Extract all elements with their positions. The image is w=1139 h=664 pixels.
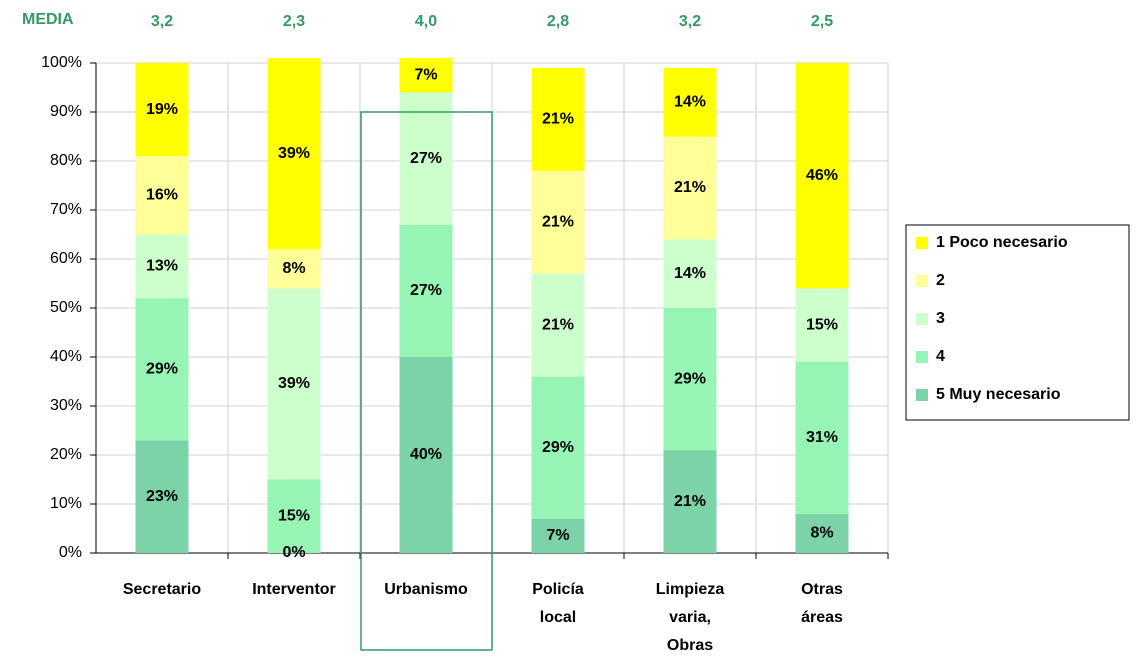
data-label: 21% (674, 179, 706, 196)
data-label: 13% (146, 258, 178, 275)
legend-swatch (916, 351, 928, 363)
bar-segment (399, 224, 453, 357)
legend-label: 1 Poco necesario (936, 234, 1068, 251)
data-label: 29% (146, 360, 178, 377)
bar-segment (531, 67, 585, 171)
bar-segment (135, 440, 189, 553)
bar-segment (399, 357, 453, 553)
legend-label: 4 (936, 348, 945, 365)
data-label: 7% (546, 527, 569, 544)
data-label: 31% (806, 429, 838, 446)
bar-segment (663, 136, 717, 240)
bar-segment (531, 518, 585, 553)
data-label: 27% (410, 150, 442, 167)
media-value: 4,0 (415, 13, 437, 30)
x-tick-label: Policía local (532, 581, 584, 626)
data-label: 0% (282, 544, 305, 561)
data-label: 15% (278, 507, 310, 524)
bar-segment (135, 234, 189, 299)
data-label: 29% (674, 370, 706, 387)
y-tick-label: 90% (50, 103, 82, 120)
x-tick-label: Interventor (252, 581, 336, 598)
legend-swatch (916, 275, 928, 287)
y-tick-label: 80% (50, 152, 82, 169)
bar-segment (135, 63, 189, 157)
x-tick-label: Secretario (123, 581, 201, 598)
bar-segment (795, 361, 849, 514)
data-label: 21% (542, 213, 574, 230)
bar-segment (267, 249, 321, 289)
y-tick-label: 20% (50, 446, 82, 463)
y-tick-label: 100% (41, 54, 82, 71)
bar-segment (795, 63, 849, 289)
bar-segment (399, 92, 453, 225)
data-label: 8% (282, 260, 305, 277)
data-label: 39% (278, 145, 310, 162)
media-value: 2,8 (547, 13, 569, 30)
legend-label: 5 Muy necesario (936, 386, 1061, 403)
data-label: 16% (146, 187, 178, 204)
y-tick-label: 30% (50, 397, 82, 414)
y-tick-label: 10% (50, 495, 82, 512)
legend-swatch (916, 389, 928, 401)
bar-segment (267, 288, 321, 480)
data-label: 14% (674, 93, 706, 110)
data-label: 46% (806, 167, 838, 184)
legend-box (905, 224, 1130, 421)
bar-segment (135, 156, 189, 235)
data-label: 29% (542, 439, 574, 456)
data-label: 8% (810, 525, 833, 542)
y-tick-label: 40% (50, 348, 82, 365)
x-tick-label: Otras áreas (801, 581, 843, 626)
bar-segment (135, 298, 189, 441)
legend-label: 2 (936, 272, 945, 289)
y-tick-label: 0% (59, 544, 82, 561)
data-label: 23% (146, 488, 178, 505)
x-tick-label: Urbanismo (384, 581, 468, 598)
data-label: 14% (674, 265, 706, 282)
bar-segment (663, 67, 717, 137)
data-label: 21% (542, 111, 574, 128)
bar-segment (267, 479, 321, 553)
data-label: 19% (146, 101, 178, 118)
media-value: 2,3 (283, 13, 305, 30)
data-label: 40% (410, 446, 442, 463)
bar-segment (663, 450, 717, 553)
y-tick-label: 70% (50, 201, 82, 218)
y-tick-label: 60% (50, 250, 82, 267)
data-label: 21% (542, 316, 574, 333)
y-tick-label: 50% (50, 299, 82, 316)
data-label: 15% (806, 316, 838, 333)
data-label: 7% (414, 66, 437, 83)
media-value: 3,2 (151, 13, 173, 30)
bar-segment (795, 288, 849, 362)
bar-segment (531, 273, 585, 377)
bar-segment (531, 376, 585, 519)
media-value: 3,2 (679, 13, 701, 30)
legend-label: 3 (936, 310, 945, 327)
legend-swatch (916, 237, 928, 249)
bar-segment (795, 513, 849, 553)
data-label: 21% (674, 493, 706, 510)
media-label: MEDIA (22, 11, 74, 28)
bar-segment (663, 308, 717, 451)
legend-swatch (916, 313, 928, 325)
highlight-box (360, 111, 493, 651)
media-value: 2,5 (811, 13, 833, 30)
bar-segment (531, 170, 585, 274)
data-label: 39% (278, 375, 310, 392)
bar-segment (663, 239, 717, 308)
bar-segment (399, 58, 453, 93)
data-label: 27% (410, 282, 442, 299)
x-tick-label: Limpieza varia, Obras (656, 581, 725, 654)
bar-segment (267, 58, 321, 250)
